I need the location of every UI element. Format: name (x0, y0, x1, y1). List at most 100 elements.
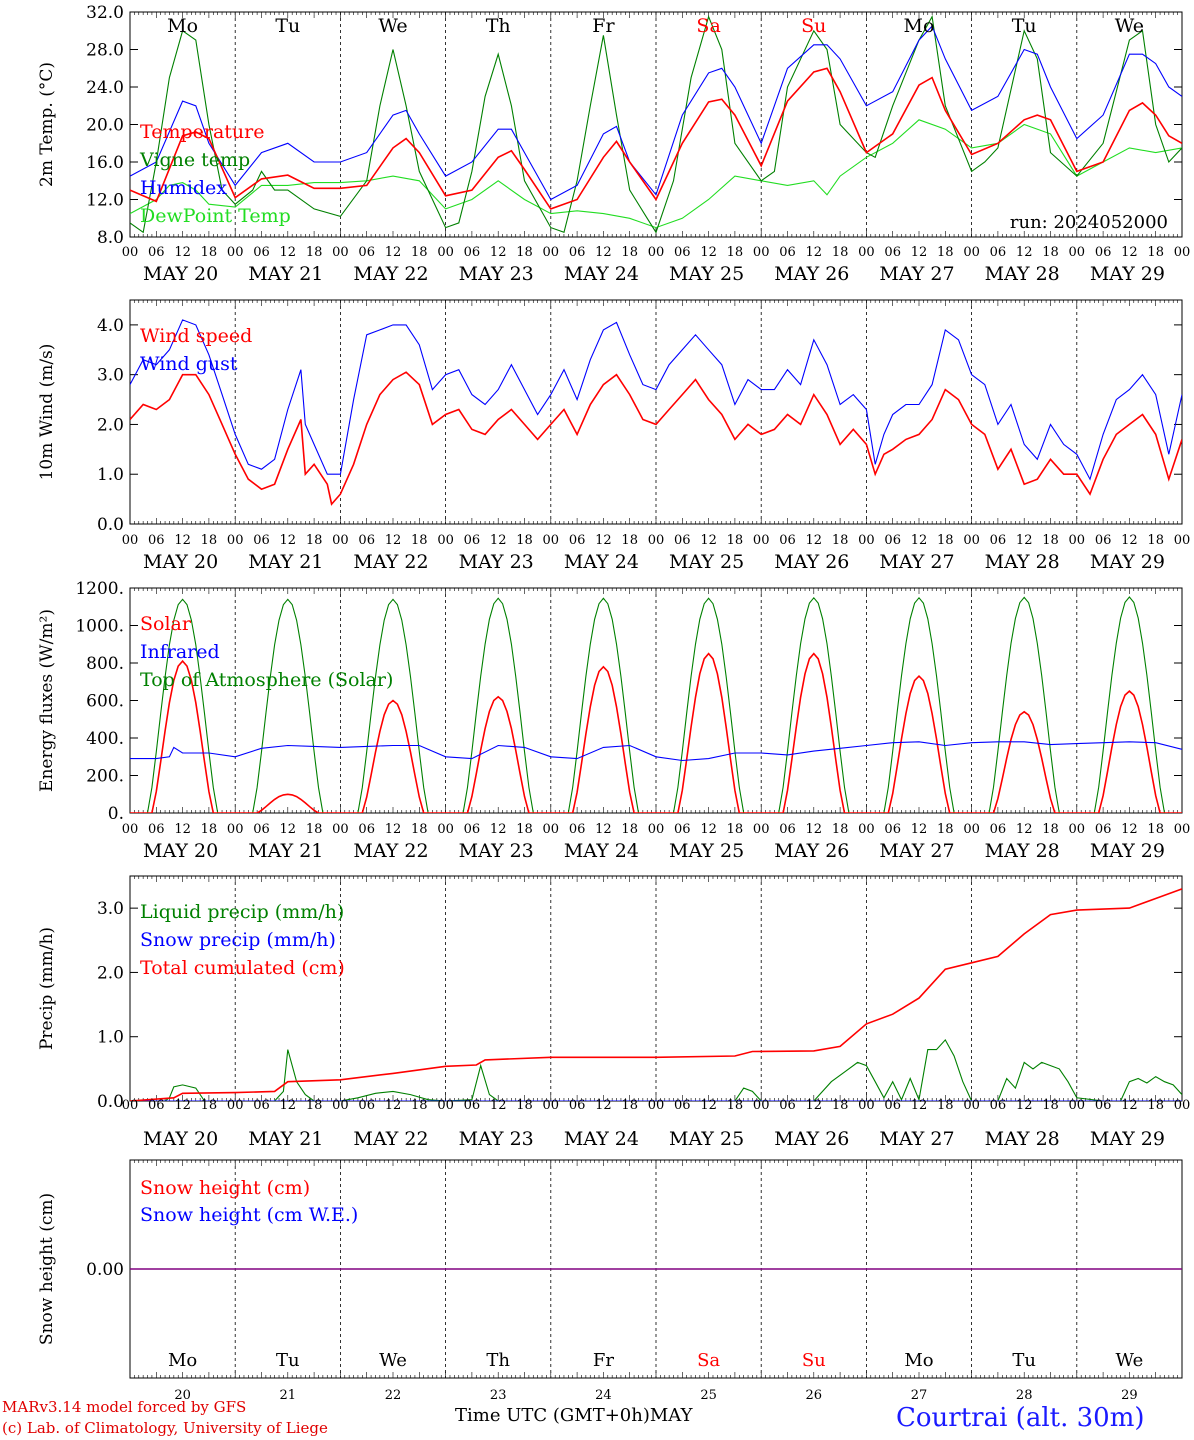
y-tick-label: 1000. (75, 617, 124, 637)
date-label: MAY 27 (879, 551, 954, 573)
date-label: MAY 29 (1090, 1128, 1165, 1150)
chart-panel-1 (129, 11, 1183, 238)
date-label: MAY 27 (879, 1128, 954, 1150)
x-tick-label: 18 (516, 822, 533, 837)
x-tick-label: 06 (464, 1098, 481, 1113)
x-tick-label: 18 (411, 1098, 428, 1113)
date-label: MAY 25 (669, 840, 744, 862)
x-tick-label: 18 (516, 533, 533, 548)
weekday-label: Su (802, 1350, 826, 1371)
chart-panel-2 (129, 299, 1183, 525)
x-tick-label: 18 (832, 1098, 849, 1113)
y-axis-label: 2m Temp. (°C) (37, 62, 57, 187)
x-tick-label: 00 (648, 822, 665, 837)
x-tick-label: 00 (1069, 245, 1086, 260)
x-tick-label: 12 (280, 822, 297, 837)
x-tick-label: 18 (1147, 245, 1164, 260)
x-tick-label: 06 (148, 822, 165, 837)
x-tick-label: 06 (990, 822, 1007, 837)
x-tick-label: 18 (1042, 245, 1059, 260)
legend-entry: Snow height (cm) (140, 1177, 310, 1199)
x-tick-label: 06 (253, 245, 270, 260)
x-tick-label: 00 (332, 245, 349, 260)
y-tick-label: 600. (86, 692, 124, 712)
x-tick-label: 18 (516, 1098, 533, 1113)
legend-entry: Infrared (140, 641, 220, 663)
weekday-label: Tu (1012, 1350, 1036, 1371)
x-tick-label: 18 (937, 822, 954, 837)
x-tick-label: 00 (1174, 822, 1191, 837)
x-tick-label: 06 (569, 822, 586, 837)
x-tick-label: 18 (201, 245, 218, 260)
x-tick-label: 06 (779, 822, 796, 837)
y-axis-label: Energy fluxes (W/m²) (37, 609, 57, 792)
date-label: MAY 24 (564, 263, 639, 285)
x-tick-label: 00 (1069, 822, 1086, 837)
x-tick-label: 18 (306, 1098, 323, 1113)
x-tick-label: 12 (595, 1098, 612, 1113)
date-label: MAY 22 (353, 263, 428, 285)
plot-frame (129, 299, 1183, 525)
x-tick-label: 18 (201, 533, 218, 548)
date-label: MAY 24 (564, 840, 639, 862)
x-tick-label: 18 (1147, 1098, 1164, 1113)
y-tick-label: 0. (108, 804, 124, 824)
legend-entry: Temperature (140, 121, 264, 143)
x-tick-label: 06 (569, 245, 586, 260)
x-tick-label: 06 (464, 245, 481, 260)
x-tick-label: 06 (1095, 822, 1112, 837)
x-tick-label: 00 (963, 245, 980, 260)
x-tick-label: 06 (253, 1098, 270, 1113)
x-tick-label: 12 (911, 245, 928, 260)
series-line-temperature (130, 67, 1182, 210)
x-tick-label: 12 (1016, 245, 1033, 260)
x-tick-label: 18 (1147, 533, 1164, 548)
x-tick-label: 00 (1174, 1098, 1191, 1113)
day-number-label: 27 (911, 1388, 928, 1403)
weekday-label: We (379, 1350, 407, 1371)
x-tick-label: 18 (621, 1098, 638, 1113)
y-axis-label: 10m Wind (m/s) (37, 344, 57, 481)
legend-entry: Top of Atmosphere (Solar) (140, 669, 393, 691)
y-tick-label: 1200. (75, 579, 124, 599)
day-number-label: 29 (1121, 1388, 1138, 1403)
plot-frame (129, 587, 1183, 814)
x-tick-label: 06 (569, 1098, 586, 1113)
weekday-label: Tu (276, 1350, 300, 1371)
x-tick-label: 00 (543, 822, 560, 837)
x-tick-label: 12 (174, 533, 191, 548)
x-tick-label: 00 (332, 533, 349, 548)
x-tick-label: 12 (806, 1098, 823, 1113)
legend-entry: Solar (140, 613, 192, 635)
x-tick-label: 06 (779, 245, 796, 260)
model-credit: MARv3.14 model forced by GFS (2, 1398, 247, 1416)
y-tick-label: 16.0 (86, 153, 124, 173)
date-label: MAY 21 (248, 551, 323, 573)
x-tick-label: 00 (1069, 1098, 1086, 1113)
y-tick-label: 1.0 (97, 1028, 124, 1048)
date-label: MAY 29 (1090, 551, 1165, 573)
x-tick-label: 18 (516, 245, 533, 260)
y-tick-label: 0.0 (97, 515, 124, 535)
day-number-label: 20 (174, 1388, 191, 1403)
date-label: MAY 28 (985, 551, 1060, 573)
x-tick-label: 06 (884, 1098, 901, 1113)
x-tick-label: 00 (437, 245, 454, 260)
x-tick-label: 12 (595, 822, 612, 837)
date-label: MAY 22 (353, 840, 428, 862)
run-label: run: 2024052000 (1010, 212, 1168, 233)
x-tick-label: 00 (1174, 533, 1191, 548)
x-tick-label: 00 (648, 533, 665, 548)
x-tick-label: 00 (858, 1098, 875, 1113)
y-tick-label: 8.0 (97, 228, 124, 248)
x-tick-label: 12 (1121, 533, 1138, 548)
day-number-label: 21 (280, 1388, 297, 1403)
x-tick-label: 00 (227, 533, 244, 548)
date-label: MAY 22 (353, 1128, 428, 1150)
x-tick-label: 12 (700, 245, 717, 260)
date-label: MAY 21 (248, 263, 323, 285)
x-tick-label: 00 (227, 822, 244, 837)
x-tick-label: 06 (569, 533, 586, 548)
series-line-infrared (130, 741, 1182, 762)
